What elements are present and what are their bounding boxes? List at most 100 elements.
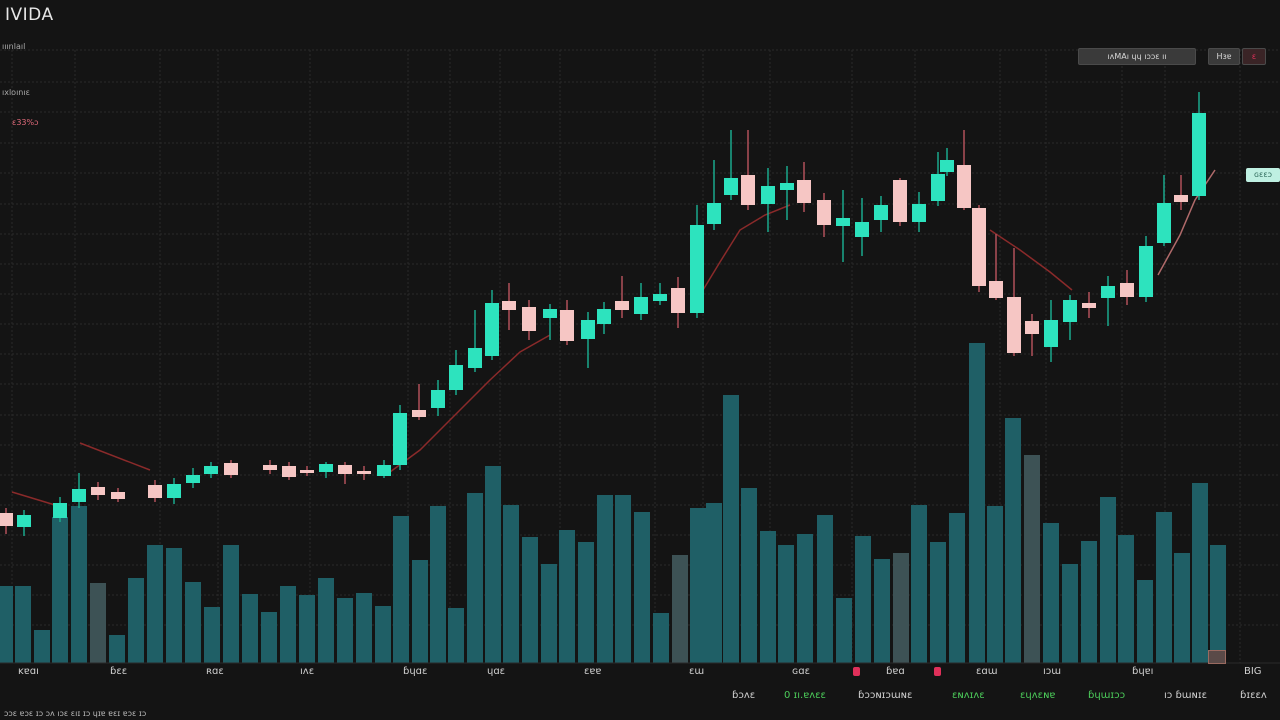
volume-bar <box>1210 545 1226 663</box>
candle <box>72 473 86 508</box>
x-sub-label: ɓɪɛɛʌ <box>1240 690 1267 701</box>
candle <box>1063 295 1077 340</box>
candle <box>485 290 499 360</box>
x-tick-label: ɥɑɛ <box>487 666 506 677</box>
volume-bar <box>653 613 669 663</box>
volume-bar <box>1156 512 1172 663</box>
candle <box>319 462 333 478</box>
candle <box>989 234 1003 300</box>
volume-bar <box>1137 580 1153 663</box>
volume-bar <box>128 578 144 663</box>
x-tick-label: ɓɥɐı <box>1132 666 1154 677</box>
side-label-2: ıxloınıɛ <box>2 88 30 97</box>
volume-bar <box>393 516 409 663</box>
volume-bar <box>34 630 50 663</box>
volume-bar <box>412 560 428 663</box>
candles <box>0 92 1206 536</box>
volume-bar <box>690 508 706 663</box>
event-marker-icon[interactable] <box>853 667 860 676</box>
x-tick-label: ɛɑɯ <box>976 666 998 677</box>
candle <box>597 302 611 334</box>
candle <box>634 283 648 320</box>
candle <box>224 460 238 478</box>
volume-bar <box>503 505 519 663</box>
candle <box>653 283 667 305</box>
calendar-icon[interactable] <box>1208 650 1226 664</box>
volume-bar <box>930 542 946 663</box>
candle <box>204 462 218 478</box>
volume-bar <box>1081 541 1097 663</box>
candle <box>17 510 31 536</box>
ticker-title: IVIDA <box>5 5 54 25</box>
candle <box>53 497 67 522</box>
volume-bar <box>242 594 258 663</box>
range-selector[interactable]: ıʌMAı ɥɥ ıɔɔɛ ıı <box>1078 48 1196 65</box>
volume-bar <box>0 586 13 663</box>
candle <box>817 193 831 237</box>
side-label-1: ııınlaıl <box>2 42 26 51</box>
candle <box>581 312 595 368</box>
x-sub-label: ɛɴʌɪʌɛ <box>952 690 985 701</box>
candle <box>449 350 463 395</box>
candle <box>912 192 926 232</box>
candle <box>1007 248 1021 356</box>
x-tick-label: ĸɐɑı <box>18 666 39 677</box>
candle <box>431 380 445 416</box>
x-tick-label: ıɔɯ <box>1043 666 1062 677</box>
volume-bar <box>559 530 575 663</box>
volume-bar <box>778 545 794 663</box>
x-tick-label: ɛɯ <box>689 666 705 677</box>
x-tick-label: ɓɥɑɛ <box>403 666 428 677</box>
volume-bar <box>597 495 613 663</box>
volume-bar <box>969 343 985 663</box>
moving-average-lines <box>11 169 1216 506</box>
volume-bar <box>166 548 182 663</box>
candle <box>282 462 296 480</box>
candle <box>338 462 352 484</box>
volume-bar <box>634 512 650 663</box>
event-marker-icon[interactable] <box>934 667 941 676</box>
candle <box>671 277 685 328</box>
volume-bar <box>578 542 594 663</box>
candle <box>91 482 105 500</box>
volume-bar <box>1024 455 1040 663</box>
volume-bar <box>1192 483 1208 663</box>
volume-bar <box>261 612 277 663</box>
candle <box>940 148 954 176</box>
volume-bar <box>467 493 483 663</box>
volume-bar <box>615 495 631 663</box>
volume-bar <box>987 506 1003 663</box>
volume-bar <box>911 505 927 663</box>
volume-bar <box>836 598 852 663</box>
candle <box>1044 300 1058 362</box>
candle <box>957 130 971 210</box>
volume-bar <box>185 582 201 663</box>
x-tick-label: ɢɑɛ <box>792 666 811 677</box>
volume-bar <box>375 606 391 663</box>
volume-bar <box>1005 418 1021 663</box>
candle <box>797 162 811 212</box>
volume-bar <box>949 513 965 663</box>
x-axis-footer: ɔɔɛ ɐɔɛ ɪɔ ɔʌ ıɔɛ ɛıɪ ɪɔ ɥɪɐ ɐɛɪ ɐɔɛ ɪɔ <box>4 709 147 718</box>
candle <box>167 478 181 504</box>
volume-bar <box>147 545 163 663</box>
volume-bar <box>723 395 739 663</box>
candle <box>1082 292 1096 318</box>
x-tick-label: ɓɛɛ <box>110 666 128 677</box>
flag-button[interactable]: ɛ <box>1242 48 1266 65</box>
volume-bar <box>485 466 501 663</box>
volume-bar <box>299 595 315 663</box>
volume-bar <box>760 531 776 663</box>
candle <box>377 460 391 478</box>
candle <box>1157 175 1171 246</box>
volume-bar <box>280 586 296 663</box>
x-tick-label: ıʌɛ <box>300 666 315 677</box>
interval-selector[interactable]: Hɜɐ <box>1208 48 1240 65</box>
candle <box>393 405 407 470</box>
x-sub-label: ɓɔɔɴɪɔɯɴɛ <box>858 690 913 701</box>
candle <box>893 178 907 226</box>
candle <box>148 480 162 502</box>
volume-bar <box>1100 497 1116 663</box>
volume-bar <box>223 545 239 663</box>
